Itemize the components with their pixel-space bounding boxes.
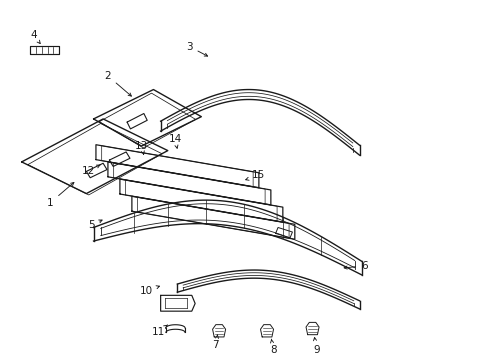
Text: 3: 3 (186, 41, 207, 56)
Text: 13: 13 (135, 141, 148, 154)
Text: 6: 6 (344, 261, 367, 271)
Text: 15: 15 (245, 171, 265, 180)
Text: 11: 11 (151, 325, 167, 337)
Text: 10: 10 (140, 286, 159, 296)
Text: 12: 12 (82, 165, 101, 176)
Text: 7: 7 (212, 334, 219, 350)
Text: 9: 9 (312, 338, 319, 355)
Text: 2: 2 (104, 71, 131, 96)
Text: 1: 1 (47, 183, 74, 208)
Text: 8: 8 (269, 339, 276, 355)
Text: 4: 4 (30, 30, 40, 44)
Text: 5: 5 (88, 220, 102, 230)
Text: 14: 14 (168, 134, 181, 148)
